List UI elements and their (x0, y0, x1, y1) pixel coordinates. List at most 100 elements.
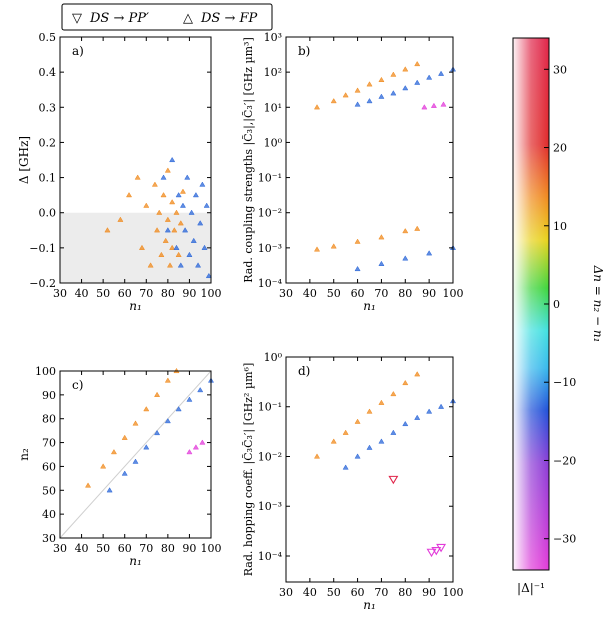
data-point (390, 71, 397, 77)
data-point (162, 237, 169, 243)
x-tick-label: 60 (118, 287, 132, 300)
data-point (366, 408, 373, 414)
data-point (354, 418, 361, 424)
y-tick-label: 100 (35, 365, 56, 378)
series-0 (313, 60, 421, 110)
data-point (151, 181, 158, 187)
data-point (199, 439, 206, 445)
panel-b: 30 40 50 60 70 80 90 100 10³ 10² 10¹ 10⁰ 10⁻¹ 10⁻² 10⁻… (242, 31, 464, 313)
data-point (143, 202, 150, 208)
colorbar-tick-label: −30 (553, 533, 576, 546)
x-tick-label: 40 (75, 542, 89, 555)
data-point (192, 192, 199, 198)
x-axis-label: n₁ (363, 299, 376, 313)
x-tick-label: 30 (279, 586, 293, 599)
panel-a: 30 40 50 60 70 80 90 100 0.5 0.4 0.3 0.2 0.1 0.0 −0.1 −… (17, 31, 222, 313)
data-point (186, 251, 193, 257)
data-point (414, 225, 421, 231)
shaded-region (60, 212, 211, 283)
data-point (154, 391, 161, 397)
data-point (121, 470, 128, 476)
y-tick-label: 10⁰ (264, 136, 283, 149)
data-point (426, 250, 433, 256)
data-point (203, 202, 210, 208)
data-point (192, 444, 199, 450)
colorbar-tick-label: −10 (553, 376, 576, 389)
data-point (390, 429, 397, 435)
data-point (138, 244, 146, 250)
x-tick-label: 60 (118, 542, 132, 555)
data-point (164, 418, 171, 424)
data-point (154, 429, 161, 436)
y-tick-label: 70 (42, 437, 56, 450)
data-point (342, 464, 349, 470)
data-point (378, 399, 385, 405)
data-point (154, 227, 161, 233)
series-0 (313, 371, 421, 459)
data-point (169, 244, 176, 250)
x-tick-label: 50 (327, 586, 341, 599)
colorbar: |Δ|⁻¹ Δn = n₂ − n₁ 30 20 10 0 −10 −20 −30 (512, 37, 605, 595)
data-point (330, 438, 337, 444)
data-point (175, 251, 182, 257)
data-point (414, 371, 421, 377)
data-point (132, 420, 139, 426)
y-tick-label: 10⁻⁴ (258, 277, 283, 290)
data-point (378, 260, 385, 266)
y-axis-label: Rad. hopping coeff. |C̃₃C̃₃′| [GHz² µm⁶] (242, 363, 256, 576)
legend-symbol-down: ▽ (72, 11, 82, 26)
x-tick-label: 90 (182, 287, 196, 300)
y-tick-label: 0.4 (39, 66, 57, 79)
data-point (184, 174, 191, 180)
data-point (414, 414, 421, 420)
data-point (354, 101, 361, 107)
x-tick-label: 30 (279, 287, 293, 300)
data-point (354, 265, 361, 272)
panel-label: b) (298, 44, 310, 58)
series-2 (186, 439, 206, 455)
data-point (342, 429, 349, 435)
data-point (164, 216, 171, 222)
data-point (402, 227, 409, 234)
data-point (85, 482, 92, 488)
legend-symbol-up: △ (183, 11, 193, 26)
data-point (173, 209, 180, 215)
x-tick-label: 30 (53, 542, 67, 555)
x-tick-label: 50 (327, 287, 341, 300)
series-1 (160, 156, 212, 279)
data-point (173, 244, 180, 250)
data-point (366, 81, 373, 87)
data-point (378, 234, 385, 240)
colorbar-tick-label: 20 (553, 142, 567, 155)
data-point (177, 220, 184, 226)
x-tick-label: 30 (53, 287, 67, 300)
data-point (160, 174, 167, 180)
data-point (430, 102, 437, 108)
data-point (134, 174, 141, 180)
series-3 (313, 225, 421, 252)
data-point (421, 104, 428, 110)
colorbar-xlabel: |Δ|⁻¹ (517, 581, 545, 595)
data-point (426, 408, 433, 414)
x-tick-label: 60 (351, 287, 365, 300)
diagonal-line (59, 370, 212, 539)
data-point (164, 167, 171, 173)
x-tick-label: 90 (422, 287, 436, 300)
series-1 (354, 66, 457, 107)
data-point (143, 406, 150, 412)
x-tick-label: 90 (422, 586, 436, 599)
data-point (186, 449, 193, 455)
series-0 (85, 367, 180, 488)
data-point (390, 90, 397, 96)
data-point (199, 181, 206, 187)
data-point (179, 188, 186, 194)
panel-d: 30 40 50 60 70 80 90 100 10⁰ 10⁻¹ 10⁻² 10⁻³ 10⁻⁴ d) n₁… (242, 351, 464, 612)
data-point (110, 449, 117, 455)
data-point (402, 379, 409, 386)
data-point (313, 246, 321, 252)
colorbar-tick-label: 10 (553, 220, 567, 233)
x-tick-label: 80 (398, 586, 412, 599)
axes-frame (285, 36, 454, 284)
data-point (330, 98, 337, 104)
